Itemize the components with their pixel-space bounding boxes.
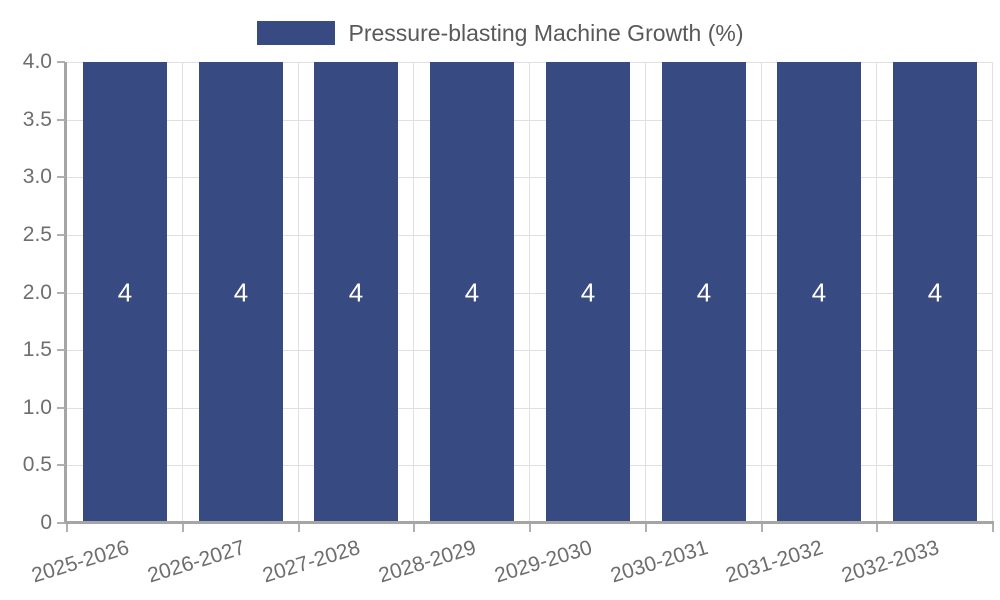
y-tick-label: 2.5 [22,223,52,246]
x-axis-tick [413,524,415,532]
x-tick-label: 2029-2030 [491,536,595,588]
y-tick-label: 1.0 [22,396,52,419]
gridline-vertical [413,62,415,523]
gridline-horizontal [67,234,993,236]
bar-2028-2029[interactable]: 4 [430,62,514,523]
plot-area: 4 4 4 4 4 4 4 4 [67,62,993,523]
y-axis-tick [57,464,65,466]
x-tick-label: 2032-2033 [838,536,942,588]
x-tick-label: 2025-2026 [28,536,132,588]
bar-2026-2027[interactable]: 4 [199,62,283,523]
x-axis-tick [182,524,184,532]
bar-2031-2032[interactable]: 4 [777,62,861,523]
x-tick-label: 2026-2027 [144,536,248,588]
y-tick-label: 2.0 [22,281,52,304]
x-axis-tick [529,524,531,532]
x-tick-label: 2028-2029 [375,536,479,588]
chart-legend[interactable]: Pressure-blasting Machine Growth (%) [0,19,1000,47]
gridline-vertical [297,62,299,523]
y-tick-label: 3.0 [22,165,52,188]
x-axis-tick [645,524,647,532]
x-tick-label: 2031-2032 [722,536,826,588]
legend-label: Pressure-blasting Machine Growth (%) [348,19,744,46]
y-axis-tick [57,176,65,178]
gridline-horizontal [67,177,993,179]
gridline-vertical [876,62,878,523]
bar-2032-2033[interactable]: 4 [893,62,977,523]
y-axis-tick [57,61,65,63]
y-axis-tick [57,407,65,409]
x-axis-tick [66,524,68,532]
x-axis-tick [298,524,300,532]
y-axis-line [64,62,67,524]
bar-value-label: 4 [580,277,596,307]
y-tick-label: 3.5 [22,108,52,131]
y-axis-tick [57,234,65,236]
gridline-horizontal [67,292,993,294]
x-axis-tick [876,524,878,532]
gridline-vertical [644,62,646,523]
bar-value-label: 4 [811,277,827,307]
y-axis-tick [57,292,65,294]
bar-value-label: 4 [117,277,133,307]
bar-value-label: 4 [927,277,943,307]
gridline-horizontal [67,350,993,352]
gridline-horizontal [67,407,993,409]
gridline-horizontal [67,62,993,63]
bar-value-label: 4 [696,277,712,307]
gridline-vertical [181,62,183,523]
y-tick-label: 1.5 [22,338,52,361]
gridline-horizontal [67,119,993,121]
x-axis-line [64,521,994,524]
x-axis-tick [761,524,763,532]
y-axis-tick [57,349,65,351]
gridline-vertical [760,62,762,523]
bar-value-label: 4 [233,277,249,307]
bar-2025-2026[interactable]: 4 [83,62,167,523]
y-tick-label: 0 [40,511,52,534]
x-axis-tick [992,524,994,532]
gridline-horizontal [67,465,993,467]
bar-2029-2030[interactable]: 4 [546,62,630,523]
bar-value-label: 4 [464,277,480,307]
y-tick-label: 0.5 [22,453,52,476]
x-tick-label: 2030-2031 [607,536,711,588]
x-tick-label: 2027-2028 [259,536,363,588]
gridline-vertical [992,62,993,523]
y-axis-tick [57,522,65,524]
bar-2027-2028[interactable]: 4 [314,62,398,523]
bar-2030-2031[interactable]: 4 [662,62,746,523]
y-tick-label: 4.0 [22,50,52,73]
legend-swatch [256,21,335,45]
gridline-vertical [529,62,530,523]
bar-value-label: 4 [348,277,364,307]
y-axis-tick [57,119,65,121]
